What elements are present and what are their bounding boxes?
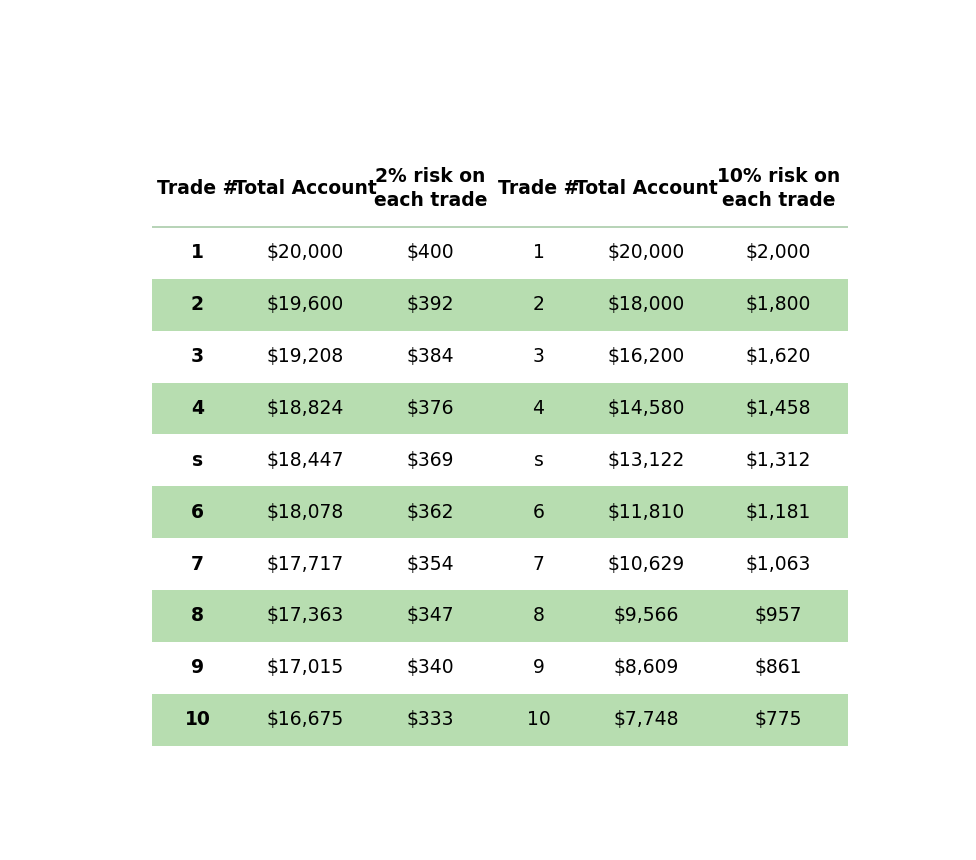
Bar xyxy=(152,538,848,590)
Text: $7,748: $7,748 xyxy=(614,710,679,729)
Text: $19,208: $19,208 xyxy=(266,347,344,366)
Text: $13,122: $13,122 xyxy=(608,451,685,470)
Text: s: s xyxy=(534,451,544,470)
Text: $9,566: $9,566 xyxy=(614,606,679,625)
Text: $1,458: $1,458 xyxy=(746,399,811,418)
Bar xyxy=(152,694,848,746)
Text: $957: $957 xyxy=(754,606,802,625)
Text: 10: 10 xyxy=(527,710,550,729)
Bar xyxy=(152,383,848,434)
Text: 9: 9 xyxy=(533,658,545,678)
Bar xyxy=(152,642,848,694)
Text: $18,078: $18,078 xyxy=(266,503,344,522)
Text: $1,312: $1,312 xyxy=(746,451,811,470)
Text: $369: $369 xyxy=(407,451,455,470)
Text: $392: $392 xyxy=(407,295,455,314)
Text: $400: $400 xyxy=(407,243,455,262)
Bar xyxy=(152,486,848,538)
Text: $384: $384 xyxy=(407,347,455,366)
Text: $347: $347 xyxy=(407,606,455,625)
Text: $340: $340 xyxy=(407,658,455,678)
Text: $19,600: $19,600 xyxy=(266,295,344,314)
Text: 4: 4 xyxy=(533,399,545,418)
Text: $17,363: $17,363 xyxy=(266,606,344,625)
Text: $16,200: $16,200 xyxy=(608,347,685,366)
Text: Total Account: Total Account xyxy=(575,179,717,198)
Text: 9: 9 xyxy=(191,658,204,678)
Text: 2: 2 xyxy=(191,295,204,314)
Text: $20,000: $20,000 xyxy=(266,243,344,262)
Text: $8,609: $8,609 xyxy=(614,658,679,678)
Text: Trade #: Trade # xyxy=(498,179,579,198)
Bar xyxy=(152,331,848,383)
Text: 7: 7 xyxy=(533,555,545,574)
Text: $1,800: $1,800 xyxy=(746,295,811,314)
Bar xyxy=(152,150,848,227)
Text: $18,824: $18,824 xyxy=(266,399,344,418)
Text: 1: 1 xyxy=(191,243,204,262)
Text: $10,629: $10,629 xyxy=(608,555,685,574)
Text: $354: $354 xyxy=(407,555,455,574)
Text: 10: 10 xyxy=(184,710,211,729)
Text: $14,580: $14,580 xyxy=(608,399,685,418)
Bar xyxy=(152,590,848,642)
Text: $1,181: $1,181 xyxy=(746,503,811,522)
Text: $2,000: $2,000 xyxy=(746,243,811,262)
Bar xyxy=(152,434,848,486)
Text: $18,447: $18,447 xyxy=(266,451,345,470)
Text: Total Account: Total Account xyxy=(234,179,377,198)
Text: $17,015: $17,015 xyxy=(266,658,344,678)
Text: 2% risk on
each trade: 2% risk on each trade xyxy=(374,167,487,210)
Text: 8: 8 xyxy=(191,606,204,625)
Text: $333: $333 xyxy=(407,710,455,729)
Text: 7: 7 xyxy=(191,555,204,574)
Text: $775: $775 xyxy=(754,710,802,729)
Text: 10% risk on
each trade: 10% risk on each trade xyxy=(717,167,840,210)
Text: $1,063: $1,063 xyxy=(746,555,811,574)
Text: $16,675: $16,675 xyxy=(266,710,344,729)
Bar xyxy=(152,227,848,279)
Text: 8: 8 xyxy=(533,606,545,625)
Text: $17,717: $17,717 xyxy=(266,555,344,574)
Text: 4: 4 xyxy=(191,399,204,418)
Text: $18,000: $18,000 xyxy=(608,295,685,314)
Text: 3: 3 xyxy=(533,347,545,366)
Text: $376: $376 xyxy=(407,399,455,418)
Text: $362: $362 xyxy=(407,503,455,522)
Text: 6: 6 xyxy=(191,503,204,522)
Text: s: s xyxy=(192,451,203,470)
Text: 6: 6 xyxy=(533,503,545,522)
Text: $861: $861 xyxy=(754,658,802,678)
Text: 3: 3 xyxy=(191,347,204,366)
Text: $20,000: $20,000 xyxy=(608,243,685,262)
Text: Trade #: Trade # xyxy=(157,179,238,198)
Text: $1,620: $1,620 xyxy=(746,347,811,366)
Text: 2: 2 xyxy=(533,295,545,314)
Text: $11,810: $11,810 xyxy=(608,503,685,522)
Text: 1: 1 xyxy=(533,243,545,262)
Bar xyxy=(152,279,848,331)
